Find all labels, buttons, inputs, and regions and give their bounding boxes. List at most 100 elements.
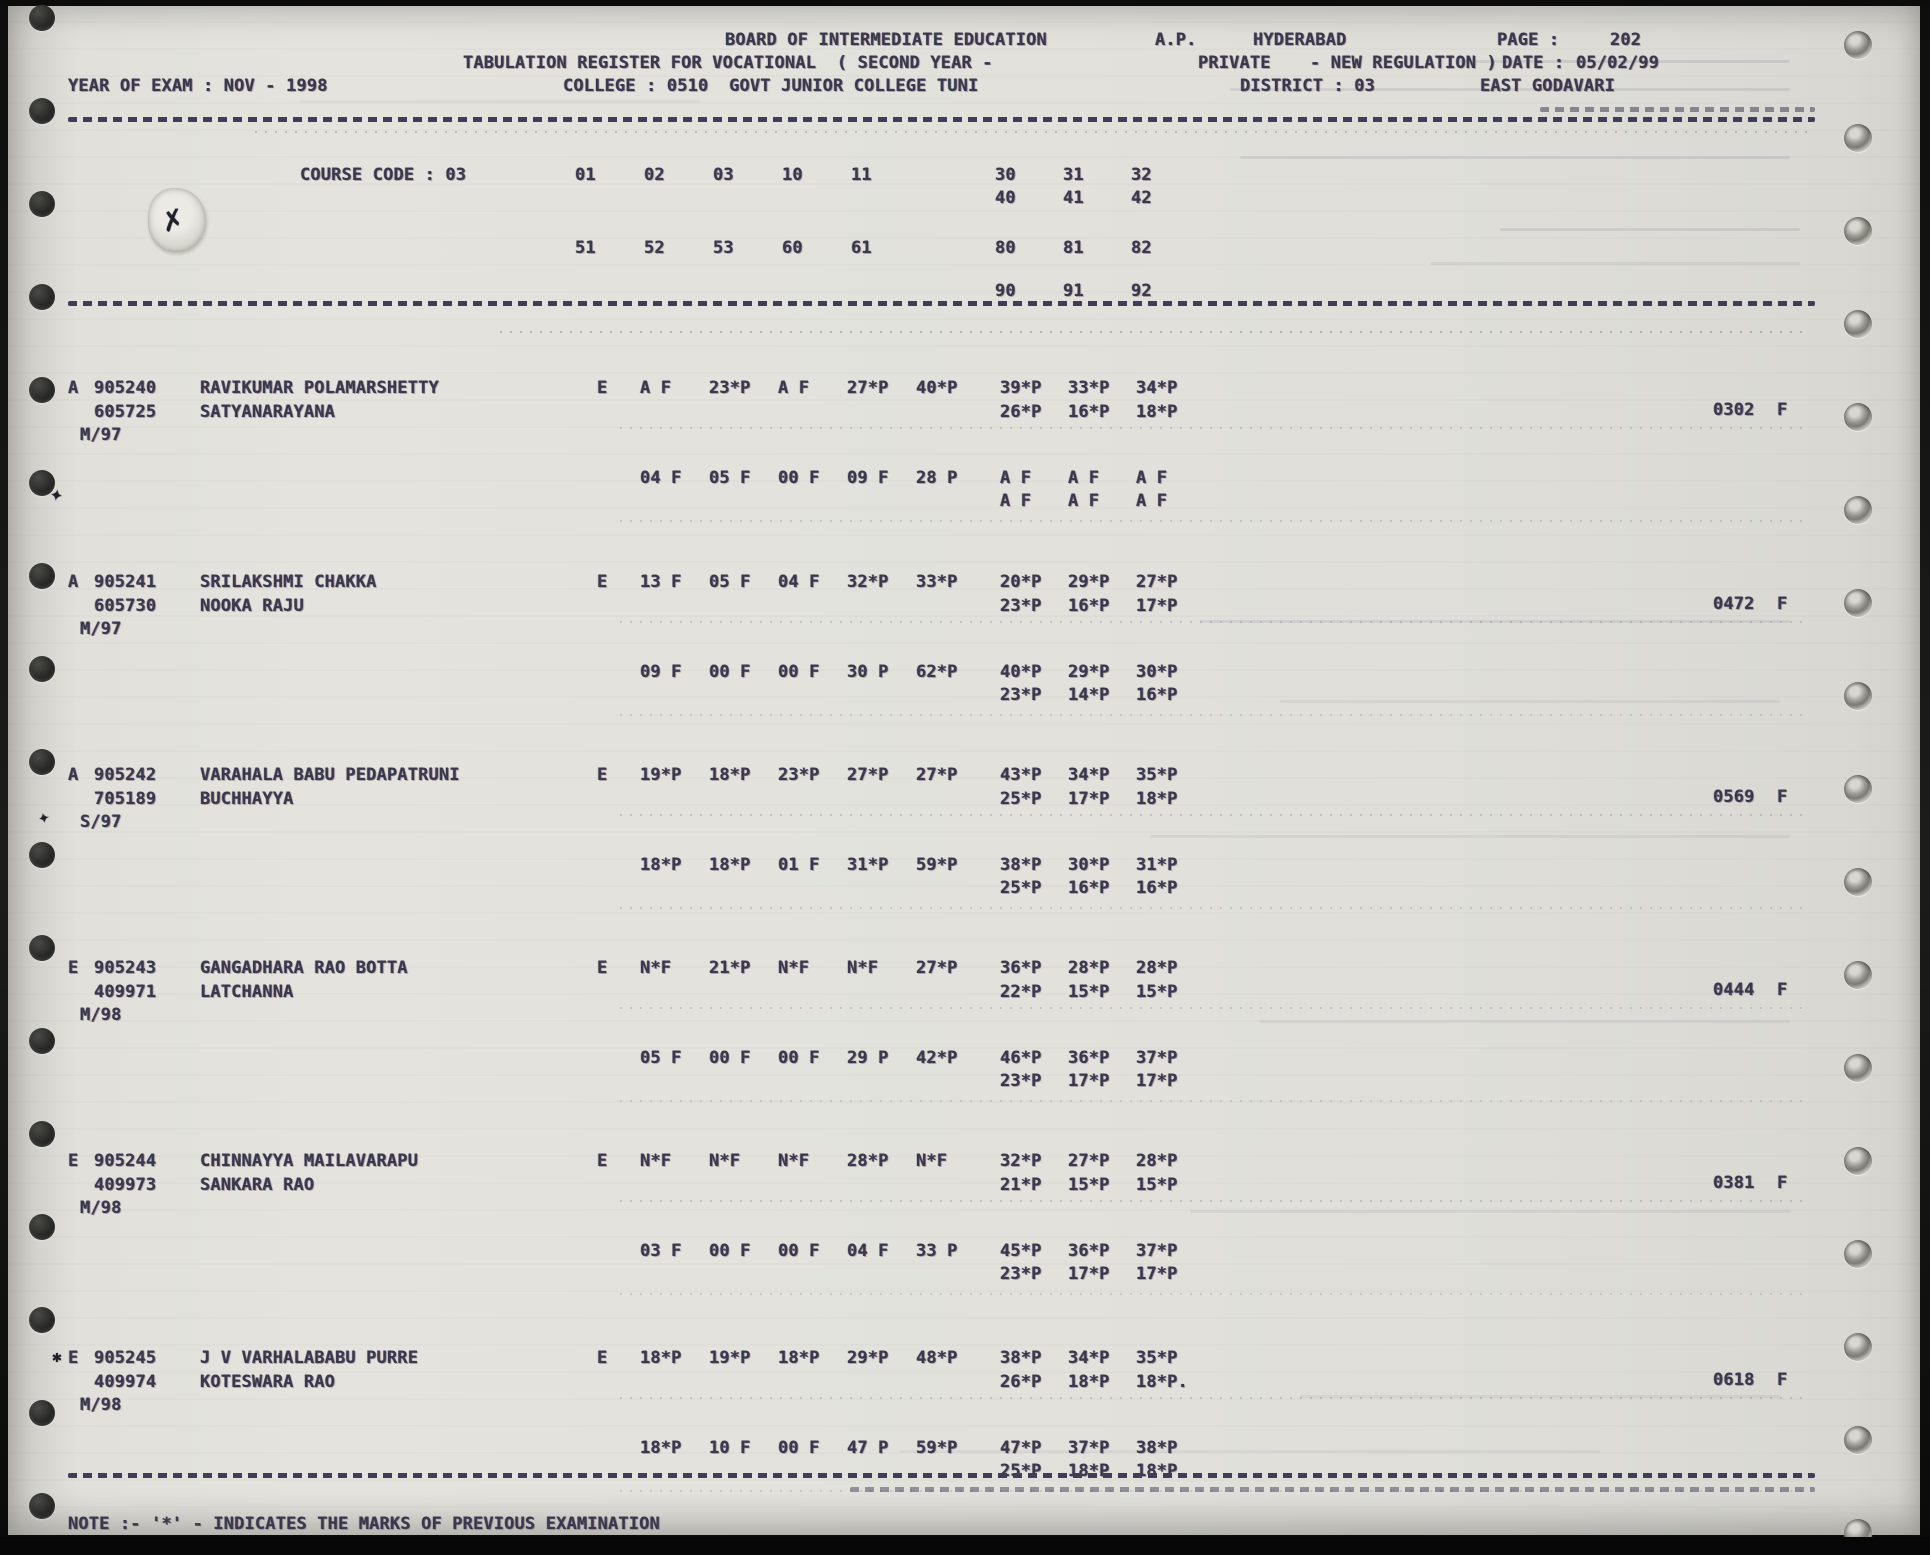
marks-value: 03 F bbox=[640, 1241, 682, 1261]
marks-value: 17*P bbox=[1136, 1264, 1178, 1284]
marks-value: 23*P bbox=[1000, 1264, 1042, 1284]
tractor-hole-right bbox=[1844, 1426, 1872, 1454]
marks-value: 29*P bbox=[1068, 662, 1110, 682]
marks-value: 23*P bbox=[709, 378, 751, 398]
course-column-code: 52 bbox=[644, 238, 665, 258]
record-status: A bbox=[68, 378, 79, 398]
marks-value: 37*P bbox=[1136, 1241, 1178, 1261]
marks-value: 20*P bbox=[1000, 572, 1042, 592]
tractor-hole-left bbox=[29, 1214, 55, 1240]
record-status: A bbox=[68, 572, 79, 592]
course-column-code: 51 bbox=[575, 238, 596, 258]
marks-value: 40*P bbox=[916, 378, 958, 398]
marks-value: 05 F bbox=[709, 468, 751, 488]
marks-value: 18*P bbox=[1068, 1461, 1110, 1481]
marks-value: 18*P bbox=[709, 855, 751, 875]
record-status: E bbox=[68, 958, 79, 978]
total-marks: 0569 bbox=[1713, 787, 1755, 807]
marks-value: 23*P bbox=[778, 765, 820, 785]
marks-value: 14*P bbox=[1068, 685, 1110, 705]
record-prevno: 409974 bbox=[94, 1372, 157, 1392]
record-prevno: 409973 bbox=[94, 1175, 157, 1195]
ink-smudge bbox=[1500, 228, 1800, 231]
dashed-rule bbox=[68, 301, 1815, 306]
marks-value: 34*P bbox=[1068, 765, 1110, 785]
marks-value: 28*P bbox=[1068, 958, 1110, 978]
marks-value: A F bbox=[1000, 468, 1032, 488]
marks-value: 34*P bbox=[1136, 378, 1178, 398]
dotted-rule bbox=[620, 814, 1810, 816]
record-status: A bbox=[68, 765, 79, 785]
marks-value: 28 P bbox=[916, 468, 958, 488]
marks-value: 35*P bbox=[1136, 765, 1178, 785]
marks-value: 00 F bbox=[709, 662, 751, 682]
marks-value: 18*P bbox=[1136, 402, 1178, 422]
marks-value: 17*P bbox=[1068, 1264, 1110, 1284]
marks-value: 33 P bbox=[916, 1241, 958, 1261]
course-column-code: 81 bbox=[1063, 238, 1084, 258]
marks-value: 01 F bbox=[778, 855, 820, 875]
course-column-code: 32 bbox=[1131, 165, 1152, 185]
marks-value: 13 F bbox=[640, 572, 682, 592]
record-father-name: BUCHHAYYA bbox=[200, 789, 294, 809]
dashed-rule bbox=[850, 1487, 1815, 1492]
marks-value: 40*P bbox=[1000, 662, 1042, 682]
marks-value: 09 F bbox=[640, 662, 682, 682]
course-column-code: 11 bbox=[851, 165, 872, 185]
tractor-hole-left bbox=[29, 98, 55, 124]
tractor-hole-right bbox=[1844, 217, 1872, 245]
header-board: BOARD OF INTERMEDIATE EDUCATION bbox=[725, 30, 1047, 50]
marks-value: 29 P bbox=[847, 1048, 889, 1068]
tractor-hole-left bbox=[29, 935, 55, 961]
marks-value: 31*P bbox=[1136, 855, 1178, 875]
record-prevno: 605730 bbox=[94, 596, 157, 616]
header-district-name: EAST GODAVARI bbox=[1480, 76, 1616, 96]
course-column-code: 40 bbox=[995, 188, 1016, 208]
header-note: NOTE :- '*' - INDICATES THE MARKS OF PRE… bbox=[68, 1514, 660, 1534]
dotted-rule bbox=[620, 621, 1810, 623]
dotted-rule bbox=[620, 907, 1810, 909]
result-flag: F bbox=[1777, 400, 1788, 420]
record-prevno: 605725 bbox=[94, 402, 157, 422]
header-year-of-exam: YEAR OF EXAM : NOV - 1998 bbox=[68, 76, 328, 96]
ink-smudge bbox=[900, 1450, 1600, 1453]
marks-value: 05 F bbox=[709, 572, 751, 592]
record-session: M/97 bbox=[80, 425, 122, 445]
marks-value: 18*P bbox=[778, 1348, 820, 1368]
header-district: DISTRICT : 03 bbox=[1240, 76, 1376, 96]
header-course-code-label: COURSE CODE : 03 bbox=[300, 165, 467, 185]
marks-value: A F bbox=[1068, 491, 1100, 511]
marks-value: 28*P bbox=[1136, 958, 1178, 978]
marks-value: 43*P bbox=[1000, 765, 1042, 785]
tractor-hole-left bbox=[29, 1493, 55, 1519]
marks-value: A F bbox=[778, 378, 810, 398]
ink-smudge bbox=[1190, 1210, 1790, 1213]
record-regno: 905243 bbox=[94, 958, 157, 978]
marks-value: 32*P bbox=[847, 572, 889, 592]
marks-value: 25*P bbox=[1000, 878, 1042, 898]
tractor-hole-right bbox=[1844, 403, 1872, 431]
dotted-rule bbox=[620, 1397, 1810, 1399]
record-regno: 905240 bbox=[94, 378, 157, 398]
record-medium: E bbox=[597, 1151, 608, 1171]
record-status: E bbox=[68, 1348, 79, 1368]
tractor-hole-left bbox=[29, 563, 55, 589]
marks-value: 31*P bbox=[847, 855, 889, 875]
punch-hole bbox=[148, 188, 206, 252]
total-marks: 0444 bbox=[1713, 980, 1755, 1000]
marks-value: 05 F bbox=[640, 1048, 682, 1068]
marks-value: 48*P bbox=[916, 1348, 958, 1368]
marks-value: 27*P bbox=[1068, 1151, 1110, 1171]
record-name: RAVIKUMAR POLAMARSHETTY bbox=[200, 378, 439, 398]
pen-mark: ✦ bbox=[35, 805, 52, 829]
marks-value: 18*P. bbox=[1136, 1372, 1188, 1392]
dotted-rule bbox=[620, 714, 1810, 716]
marks-value: 19*P bbox=[640, 765, 682, 785]
tractor-hole-right bbox=[1844, 31, 1872, 59]
marks-value: 00 F bbox=[709, 1048, 751, 1068]
ink-smudge bbox=[1430, 262, 1800, 265]
marks-value: N*F bbox=[778, 958, 810, 978]
record-prevno: 705189 bbox=[94, 789, 157, 809]
total-marks: 0472 bbox=[1713, 594, 1755, 614]
